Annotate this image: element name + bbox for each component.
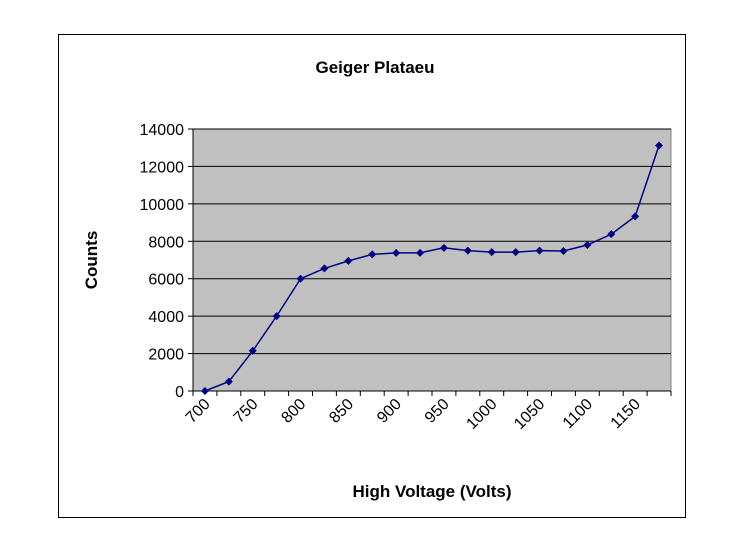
y-tick-label: 0 (175, 384, 184, 401)
data-point (655, 141, 664, 150)
data-point (320, 264, 329, 273)
y-tick-label: 14000 (140, 122, 185, 139)
data-point (392, 248, 401, 257)
data-point (248, 346, 257, 355)
data-point (368, 250, 377, 259)
y-tick-label: 10000 (140, 197, 185, 214)
data-point (583, 241, 592, 250)
chart-title: Geiger Plataeu (315, 58, 434, 77)
x-tick-label: 1000 (463, 396, 500, 433)
x-tick-label: 1150 (608, 396, 644, 432)
data-point (224, 377, 233, 386)
y-tick-label: 12000 (140, 159, 185, 176)
data-point (200, 387, 209, 395)
line-chart: Geiger Plataeu 0 2000 4000 6000 8000 10000 120… (82, 58, 672, 501)
data-point (607, 230, 616, 239)
data-point (344, 256, 353, 265)
data-point (439, 243, 448, 252)
data-point (631, 212, 640, 221)
y-tick-label: 8000 (148, 234, 184, 251)
data-point (463, 246, 472, 255)
data-point (416, 248, 425, 257)
x-tick-label: 800 (278, 396, 309, 427)
data-point (272, 312, 281, 321)
x-tick-label: 750 (231, 396, 262, 427)
y-tick-label: 6000 (148, 272, 184, 289)
x-axis-title: High Voltage (Volts) (353, 482, 512, 501)
data-point (296, 274, 305, 283)
y-tick-label: 2000 (148, 347, 184, 364)
x-tick-label: 700 (183, 396, 214, 427)
x-tick-label: 950 (422, 396, 453, 427)
y-axis-title: Counts (82, 231, 101, 290)
x-tick-label: 850 (326, 396, 357, 427)
data-point (535, 246, 544, 255)
data-point (487, 248, 496, 257)
data-point (511, 248, 520, 257)
y-tick-label: 4000 (148, 309, 184, 326)
plot-area (192, 128, 672, 392)
x-tick-label: 1100 (560, 396, 596, 432)
x-tick-label: 1050 (511, 396, 548, 433)
data-point (559, 247, 568, 256)
x-tick-label: 900 (374, 396, 405, 427)
series-line (204, 145, 660, 392)
chart-container: Geiger Plataeu 0 2000 4000 6000 8000 10000 120… (58, 34, 686, 518)
